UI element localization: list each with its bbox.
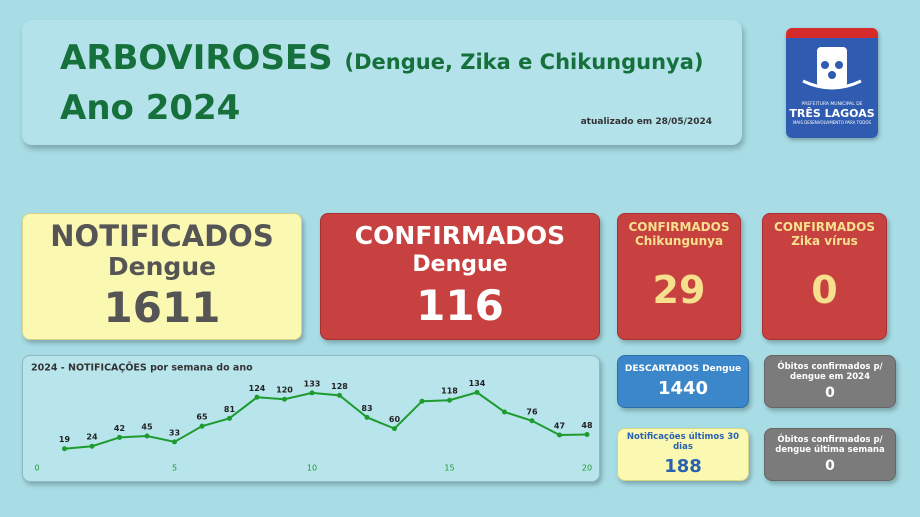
- point: [364, 414, 370, 420]
- year: Ano 2024: [60, 88, 241, 128]
- discarded-card: DESCARTADOS Dengue 1440: [617, 355, 749, 408]
- point: [557, 432, 562, 438]
- chart-title: 2024 - NOTIFICAÇÕES por semana do ano: [31, 362, 253, 374]
- data-label: 33: [169, 428, 180, 437]
- header-panel: ARBOVIROSES (Dengue, Zika e Chikungunya)…: [22, 20, 742, 145]
- card-line: Óbitos confirmados p/: [777, 435, 883, 445]
- card-label: DESCARTADOS Dengue: [624, 364, 742, 374]
- data-label: 60: [389, 415, 401, 424]
- x-tick-label: 0: [34, 464, 39, 473]
- card-sub: Chikungunya: [634, 234, 724, 248]
- card-value: 1611: [103, 282, 221, 332]
- point: [62, 446, 67, 452]
- logo-line3: MAIS DESENVOLVIMENTO PARA TODOS: [792, 120, 872, 125]
- card-label: Notificações últimos 30 dias: [626, 432, 740, 452]
- card-sub: Zika vírus: [791, 234, 858, 248]
- data-label: 19: [59, 435, 71, 444]
- card-sub: Dengue: [107, 251, 217, 281]
- data-label: 133: [304, 379, 321, 388]
- updated: atualizado em 28/05/2024: [580, 117, 712, 127]
- point: [254, 394, 260, 400]
- point: [89, 443, 95, 449]
- x-tick-label: 20: [582, 464, 592, 473]
- x-tick-label: 10: [307, 464, 317, 473]
- data-label: 76: [526, 407, 538, 416]
- title: ARBOVIROSES (Dengue, Zika e Chikungunya): [60, 38, 704, 78]
- card-label: CONFIRMADOS: [354, 220, 566, 250]
- card-value: 1440: [657, 378, 709, 399]
- data-label: 45: [141, 422, 153, 431]
- card-label: CONFIRMADOS: [628, 220, 730, 234]
- card-label: NOTIFICADOS: [50, 218, 274, 253]
- point: [309, 390, 315, 396]
- deaths-year-card: Óbitos confirmados p/ dengue em 2024 0: [764, 355, 896, 408]
- point: [392, 426, 397, 432]
- confirmed-zika-card: CONFIRMADOS Zika vírus 0: [762, 213, 887, 340]
- point: [529, 418, 535, 424]
- data-label: 128: [331, 382, 348, 391]
- point: [144, 433, 150, 439]
- point: [502, 409, 507, 415]
- line: [64, 391, 588, 450]
- card-value: 116: [416, 280, 504, 330]
- card-line: dengue última semana: [775, 445, 885, 455]
- data-label: 42: [114, 424, 125, 433]
- card-line: Óbitos confirmados p/: [777, 362, 883, 372]
- confirmed-chik-card: CONFIRMADOS Chikungunya 29: [617, 213, 741, 340]
- data-label: 134: [469, 379, 486, 388]
- deaths-week-card: Óbitos confirmados p/ dengue última sema…: [764, 428, 896, 481]
- card-value: 188: [664, 456, 702, 477]
- data-label: 120: [276, 386, 293, 395]
- x-tick-label: 15: [444, 464, 454, 473]
- point: [227, 415, 232, 421]
- data-label: 118: [441, 387, 458, 396]
- data-label: 24: [86, 433, 98, 442]
- x-tick-label: 5: [172, 464, 177, 473]
- point: [337, 392, 342, 398]
- card-label: CONFIRMADOS: [774, 220, 875, 234]
- data-label: 65: [196, 413, 208, 422]
- data-label: 83: [361, 404, 372, 413]
- card-value: 0: [825, 385, 835, 401]
- point: [172, 439, 177, 445]
- logo-line1: PREFEITURA MUNICIPAL DE: [801, 102, 863, 107]
- card-sub: Dengue: [412, 251, 508, 277]
- logo-line2: TRÊS LAGOAS: [789, 107, 875, 120]
- card-line: dengue em 2024: [790, 372, 870, 382]
- data-label: 48: [581, 421, 593, 430]
- point: [474, 389, 480, 395]
- chart: 2024 - NOTIFICAÇÕES por semana do ano 0 5…: [31, 362, 593, 473]
- card-value: 0: [811, 268, 838, 312]
- logo: PREFEITURA MUNICIPAL DE TRÊS LAGOAS MAIS…: [786, 28, 878, 138]
- data-label: 47: [554, 421, 565, 430]
- card-value: 29: [652, 268, 706, 312]
- data-label: 81: [224, 405, 236, 414]
- point: [447, 397, 452, 403]
- last30-card: Notificações últimos 30 dias 188: [617, 428, 749, 481]
- chart-panel: 2024 - NOTIFICAÇÕES por semana do ano 0 5…: [22, 355, 600, 482]
- point: [117, 434, 122, 440]
- confirmed-dengue-card: CONFIRMADOS Dengue 116: [320, 213, 600, 340]
- card-value: 0: [825, 458, 835, 474]
- point: [419, 398, 425, 404]
- logo-emblem: [802, 47, 862, 90]
- point: [282, 396, 287, 402]
- notified-card: NOTIFICADOS Dengue 1611: [22, 213, 302, 340]
- data-label: 124: [249, 384, 266, 393]
- point: [584, 431, 590, 437]
- point: [199, 423, 205, 429]
